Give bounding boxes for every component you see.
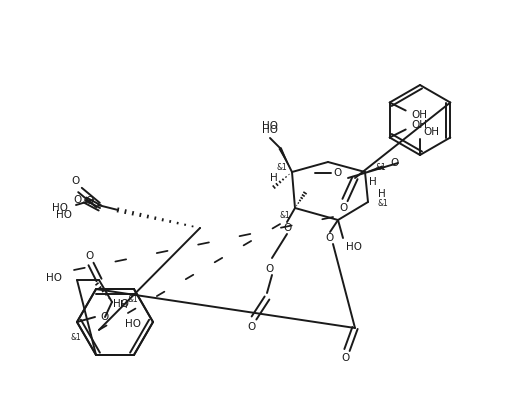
Text: O: O xyxy=(283,223,291,233)
Text: H: H xyxy=(270,173,278,183)
Text: HO: HO xyxy=(125,319,141,329)
Polygon shape xyxy=(365,165,383,172)
Text: HO: HO xyxy=(52,203,68,213)
Text: &1: &1 xyxy=(375,164,386,172)
Text: &1: &1 xyxy=(127,294,138,304)
Text: O: O xyxy=(72,176,80,186)
Text: &1: &1 xyxy=(279,212,290,220)
Text: O: O xyxy=(341,353,349,363)
Text: HO: HO xyxy=(262,125,278,135)
Text: O: O xyxy=(390,158,398,168)
Text: OH: OH xyxy=(412,120,428,130)
Text: O: O xyxy=(100,312,108,322)
Text: O: O xyxy=(74,195,82,205)
Polygon shape xyxy=(279,147,292,172)
Text: HO: HO xyxy=(113,299,129,309)
Text: H: H xyxy=(120,300,128,310)
Text: HO: HO xyxy=(346,242,362,252)
Text: HO: HO xyxy=(46,273,62,283)
Text: HO: HO xyxy=(262,121,278,131)
Text: O: O xyxy=(333,168,341,178)
Text: O: O xyxy=(248,322,256,332)
Text: O: O xyxy=(265,264,273,274)
Text: H: H xyxy=(378,189,386,199)
Text: O: O xyxy=(86,196,94,206)
Text: O: O xyxy=(326,233,334,243)
Text: OH: OH xyxy=(423,127,439,137)
Text: &1: &1 xyxy=(378,200,388,208)
Text: O: O xyxy=(340,203,348,213)
Text: &1: &1 xyxy=(70,334,81,342)
Text: O: O xyxy=(85,251,93,261)
Text: H: H xyxy=(369,177,377,187)
Text: OH: OH xyxy=(412,110,428,120)
Text: HO: HO xyxy=(56,210,72,220)
Text: &1: &1 xyxy=(276,164,287,172)
